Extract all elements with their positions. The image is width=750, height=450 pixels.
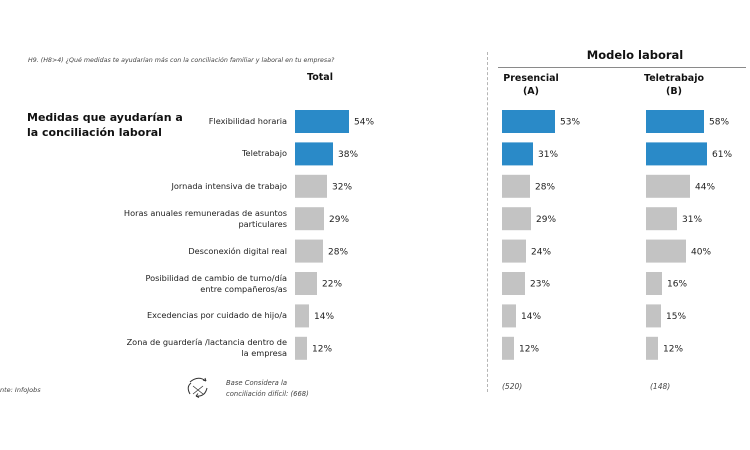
bar-teletrabajo-3	[646, 207, 677, 231]
data-label-teletrabajo-0: 58%	[709, 118, 729, 128]
data-label-teletrabajo-7: 12%	[663, 345, 683, 355]
column-header-teletrabajo: Teletrabajo (B)	[644, 73, 704, 97]
column-header-total: Total	[307, 72, 333, 83]
bar-presencial-7	[502, 336, 514, 360]
bar-presencial-6	[502, 304, 516, 328]
base-note: Base Considera la conciliación difícil: …	[226, 379, 309, 398]
category-label: Desconexión digital real	[188, 245, 287, 256]
n-presencial: (520)	[502, 382, 523, 391]
model-title: Modelo laboral	[586, 48, 684, 62]
data-label-teletrabajo-4: 40%	[691, 247, 711, 257]
column-header-presencial: Presencial (A)	[503, 73, 559, 97]
section-title: Medidas que ayudarían a la conciliación …	[27, 111, 183, 139]
data-label-total-4: 28%	[328, 247, 348, 257]
bar-total-1	[295, 142, 333, 166]
bar-presencial-4	[502, 239, 526, 263]
data-label-teletrabajo-2: 44%	[695, 183, 715, 193]
bar-total-2	[295, 174, 327, 198]
question-text: H9. (H8>4) ¿Qué medidas te ayudarían más…	[28, 57, 335, 64]
data-label-presencial-7: 12%	[519, 345, 539, 355]
category-label: Jornada intensiva de trabajo	[171, 180, 287, 191]
data-label-presencial-5: 23%	[530, 280, 550, 290]
data-label-presencial-1: 31%	[538, 150, 558, 160]
base-cycle-icon	[187, 377, 208, 398]
data-label-total-5: 22%	[322, 280, 342, 290]
data-label-presencial-2: 28%	[535, 183, 555, 193]
bar-teletrabajo-4	[646, 239, 686, 263]
bar-teletrabajo-5	[646, 272, 662, 295]
data-label-presencial-4: 24%	[531, 247, 551, 257]
category-label: Teletrabajo	[241, 148, 287, 159]
category-label: Zona de guardería /lactancia dentro de la…	[126, 337, 287, 359]
bar-total-6	[295, 304, 309, 328]
bar-teletrabajo-0	[646, 110, 704, 133]
category-label: Excedencias por cuidado de hijo/a	[146, 310, 287, 321]
bar-total-0	[295, 110, 349, 133]
data-label-presencial-6: 14%	[521, 312, 541, 322]
n-teletrabajo: (148)	[650, 382, 671, 391]
data-label-teletrabajo-1: 61%	[712, 150, 732, 160]
data-label-total-3: 29%	[329, 215, 349, 225]
bar-teletrabajo-7	[646, 336, 658, 360]
data-label-total-6: 14%	[314, 312, 334, 322]
panel-divider	[487, 52, 488, 392]
data-label-teletrabajo-5: 16%	[667, 280, 687, 290]
data-label-total-7: 12%	[312, 345, 332, 355]
data-label-total-1: 38%	[338, 150, 358, 160]
category-label: Horas anuales remuneradas de asuntos part…	[123, 207, 287, 229]
bar-teletrabajo-1	[646, 142, 707, 166]
data-label-presencial-0: 53%	[560, 118, 580, 128]
bar-teletrabajo-2	[646, 174, 690, 198]
data-label-teletrabajo-3: 31%	[682, 215, 702, 225]
bar-total-7	[295, 336, 307, 360]
bar-presencial-2	[502, 174, 530, 198]
bar-presencial-5	[502, 272, 525, 295]
bar-total-4	[295, 239, 323, 263]
bar-teletrabajo-6	[646, 304, 661, 328]
source-note: nte: InfoJobs	[0, 386, 41, 394]
bar-presencial-0	[502, 110, 555, 133]
data-label-total-0: 54%	[354, 118, 374, 128]
bar-presencial-1	[502, 142, 533, 166]
bar-total-3	[295, 207, 324, 231]
category-label: Flexibilidad horaria	[208, 116, 287, 126]
bar-presencial-3	[502, 207, 531, 231]
header-divider	[498, 67, 746, 68]
category-label: Posibilidad de cambio de turno/día entre …	[145, 272, 287, 294]
bar-total-5	[295, 272, 317, 295]
data-label-teletrabajo-6: 15%	[666, 312, 686, 322]
data-label-presencial-3: 29%	[536, 215, 556, 225]
data-label-total-2: 32%	[332, 183, 352, 193]
